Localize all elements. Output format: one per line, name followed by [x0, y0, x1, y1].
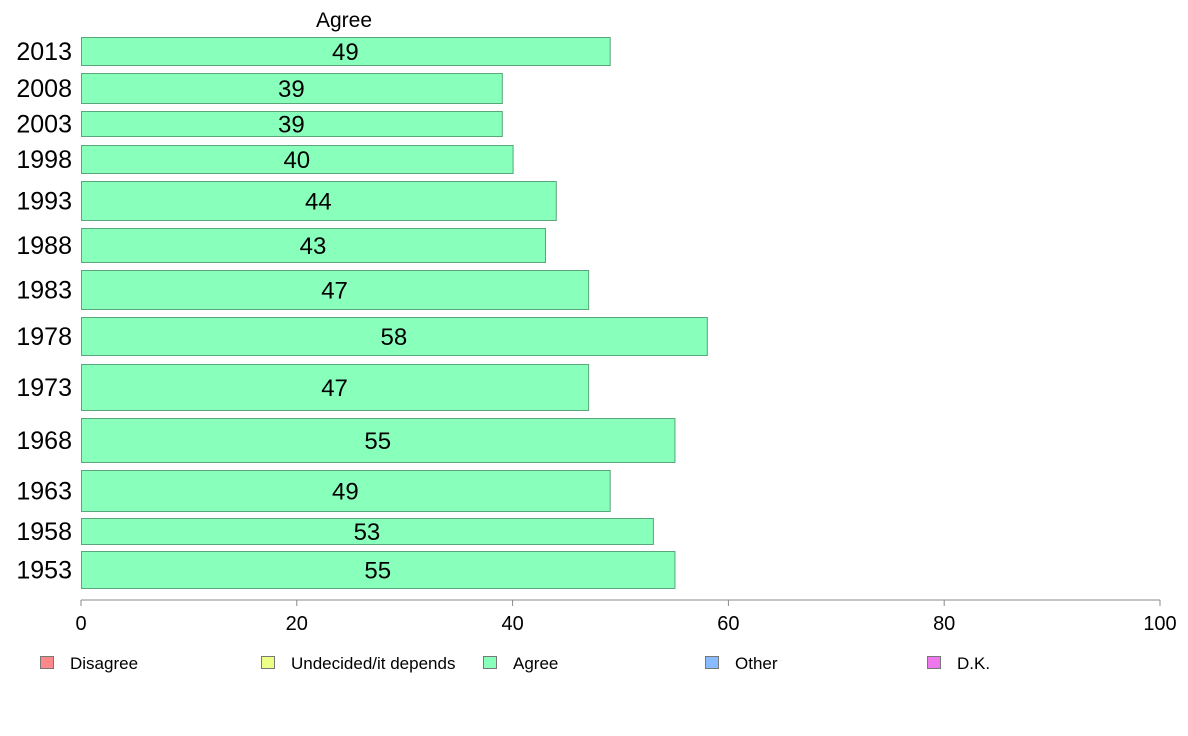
bar-2013 — [81, 37, 611, 66]
bar-1958 — [81, 518, 654, 545]
category-label-2003: 2003 — [16, 111, 72, 139]
x-tick-label-60: 60 — [717, 613, 739, 635]
data-label-1958: 53 — [354, 519, 381, 546]
data-label-1983: 47 — [321, 278, 348, 305]
x-tick-label-0: 0 — [75, 613, 86, 635]
data-label-1973: 47 — [321, 375, 348, 402]
category-label-1983: 1983 — [16, 277, 72, 305]
bar-1963 — [81, 470, 611, 512]
data-label-1998: 40 — [283, 147, 310, 174]
bar-1998 — [81, 145, 514, 174]
data-label-1953: 55 — [364, 558, 391, 585]
x-axis: 0 20 40 60 80 100 — [75, 599, 1177, 635]
category-label-1968: 1968 — [16, 427, 72, 455]
bar-1953 — [81, 551, 676, 589]
legend-label-other: Other — [735, 654, 778, 673]
data-label-1968: 55 — [364, 428, 391, 455]
legend-swatch-undecided-it-depends — [261, 656, 275, 669]
x-tick-label-20: 20 — [286, 613, 308, 635]
chart-title: Agree — [316, 9, 372, 32]
data-label-1978: 58 — [381, 324, 408, 351]
bar-1993 — [81, 181, 557, 221]
category-label-2013: 2013 — [16, 38, 72, 66]
data-label-2013: 49 — [332, 39, 359, 66]
legend-label-d-k: D.K. — [957, 654, 990, 673]
bar-2003 — [81, 111, 503, 137]
category-label-1953: 1953 — [16, 557, 72, 585]
x-tick-label-100: 100 — [1143, 613, 1176, 635]
category-label-1998: 1998 — [16, 146, 72, 174]
legend-label-disagree: Disagree — [70, 654, 138, 673]
bar-1968 — [81, 418, 676, 463]
legend-swatch-agree — [483, 656, 497, 669]
bar-2008 — [81, 73, 503, 104]
legend-label-undecided-it-depends: Undecided/it depends — [291, 654, 455, 673]
data-label-1988: 43 — [300, 233, 327, 260]
category-label-1993: 1993 — [16, 188, 72, 216]
legend-swatch-other — [705, 656, 719, 669]
legend-swatch-d-k — [927, 656, 941, 669]
bar-1978 — [81, 317, 708, 356]
data-label-2003: 39 — [278, 112, 305, 139]
category-label-1958: 1958 — [16, 518, 72, 546]
category-label-2008: 2008 — [16, 75, 72, 103]
x-tick-label-80: 80 — [933, 613, 955, 635]
data-label-1963: 49 — [332, 479, 359, 506]
bar-1988 — [81, 228, 546, 263]
legend-label-agree: Agree — [513, 654, 558, 673]
bars-layer: 2013 49 2008 39 2003 39 1998 40 1993 44 1988 43 1983… — [16, 37, 708, 589]
category-label-1963: 1963 — [16, 478, 72, 506]
data-label-2008: 39 — [278, 76, 305, 103]
x-tick-label-40: 40 — [501, 613, 523, 635]
data-label-1993: 44 — [305, 189, 332, 216]
legend: Disagree Undecided/it depends Agree Other D.… — [40, 654, 990, 673]
category-label-1988: 1988 — [16, 232, 72, 260]
bar-1973 — [81, 364, 590, 411]
bar-1983 — [81, 270, 590, 310]
category-label-1978: 1978 — [16, 323, 72, 351]
legend-swatch-disagree — [40, 656, 54, 669]
category-label-1973: 1973 — [16, 374, 72, 402]
